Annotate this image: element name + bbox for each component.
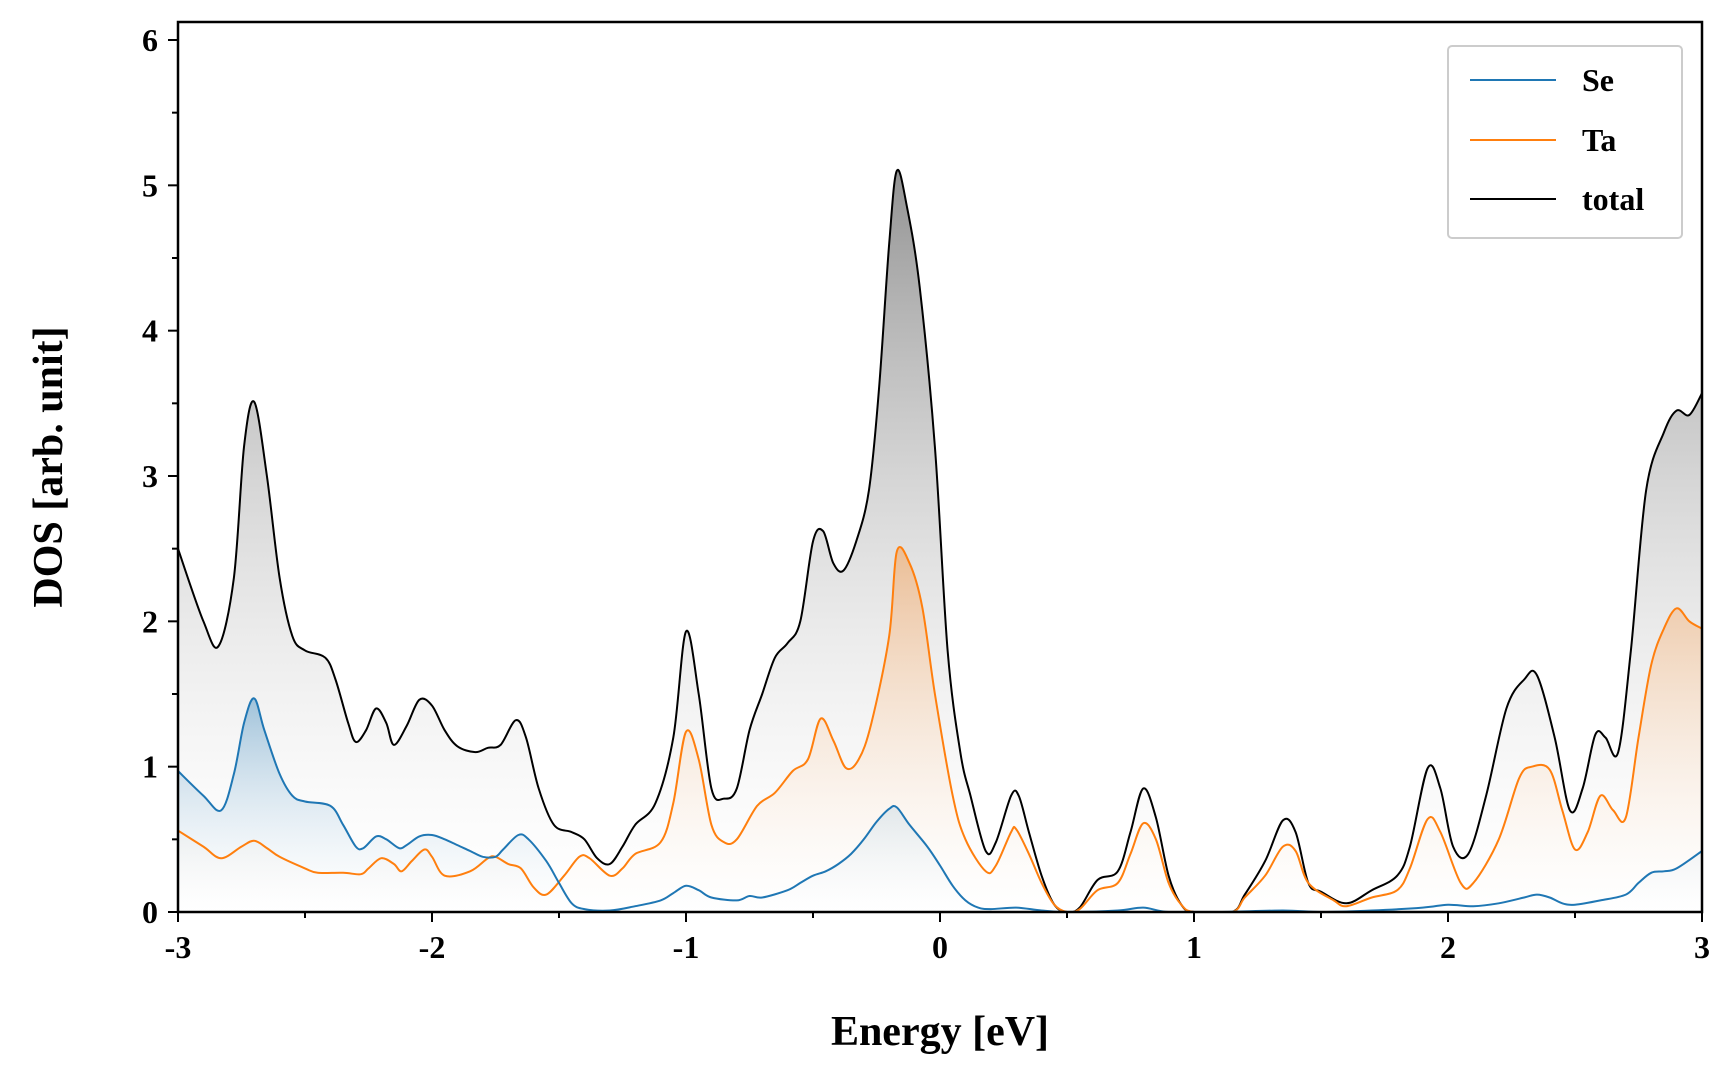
y-tick-label: 1 xyxy=(142,749,158,785)
series-line-se xyxy=(178,697,1702,912)
legend-label-ta: Ta xyxy=(1582,122,1616,158)
axis-ticks: -3 -2 -1 0 1 2 3 0 1 2 3 4 5 6 xyxy=(142,22,1710,965)
x-axis-label: Energy [eV] xyxy=(831,1009,1049,1055)
y-tick-label: 3 xyxy=(142,458,158,494)
y-tick-label: 6 xyxy=(142,22,158,58)
y-tick-label: 0 xyxy=(142,894,158,930)
x-tick-label: 2 xyxy=(1440,929,1456,965)
legend: Se Ta total xyxy=(1447,45,1683,239)
legend-label-se: Se xyxy=(1582,62,1614,98)
series-line-ta xyxy=(178,546,1702,912)
x-tick-label: 1 xyxy=(1186,929,1202,965)
y-axis-label: DOS [arb. unit] xyxy=(26,326,72,607)
x-tick-label: -3 xyxy=(165,929,192,965)
x-tick-label: 3 xyxy=(1694,929,1710,965)
area-fill-se xyxy=(178,698,1702,912)
y-tick-label: 5 xyxy=(142,167,158,203)
series-lines xyxy=(178,168,1702,912)
x-tick-label: -2 xyxy=(419,929,446,965)
legend-label-total: total xyxy=(1582,181,1644,217)
y-tick-label: 4 xyxy=(142,313,158,349)
y-tick-label: 2 xyxy=(142,603,158,639)
x-tick-label: -1 xyxy=(673,929,700,965)
legend-box xyxy=(1447,45,1683,239)
series-line-total xyxy=(178,168,1702,912)
x-tick-label: 0 xyxy=(932,929,948,965)
